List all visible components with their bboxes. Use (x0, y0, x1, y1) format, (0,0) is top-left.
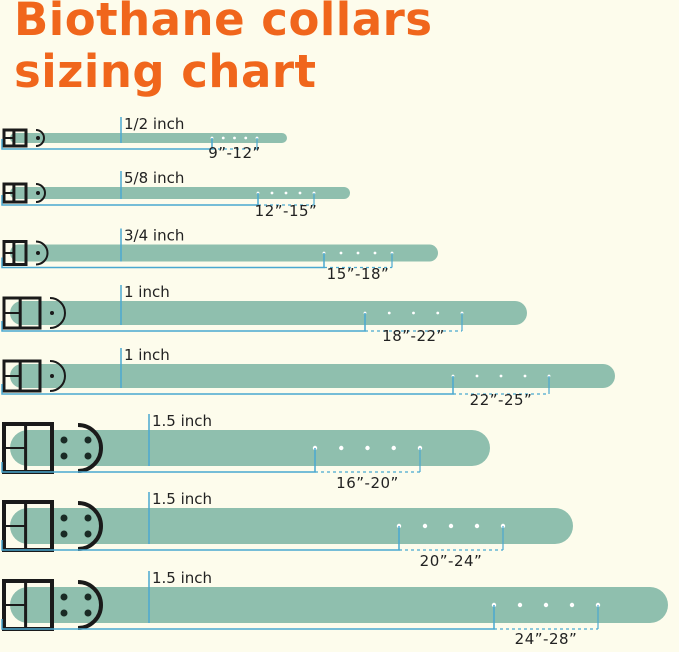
collar-hole (448, 523, 454, 529)
collar-hole (298, 191, 302, 195)
collar-row: 1.5 inch 16”-20” (1, 412, 490, 492)
d-ring-icon (49, 360, 66, 392)
d-ring-icon (35, 183, 46, 203)
collar-strap (10, 133, 287, 143)
collar-row: 1.5 inch 24”-28” (1, 569, 668, 648)
rivet-icon (84, 530, 92, 538)
title-line-1: Biothane collars (14, 0, 433, 46)
collar-hole (365, 445, 370, 451)
length-measure-line (1, 253, 325, 269)
collar-row: 1.5 inch 20”-24” (1, 490, 573, 570)
collar-row: 3/4 inch 15”-18” (1, 227, 438, 283)
collar-strap (10, 364, 615, 388)
rivet-icon (50, 311, 54, 315)
rivet-icon (60, 530, 68, 538)
collar-hole (569, 602, 575, 608)
rivet-icon (60, 514, 68, 522)
title-line-2: sizing chart (14, 45, 317, 98)
collar-width-label: 1 inch (124, 346, 170, 364)
length-measure-line (1, 526, 400, 551)
collar-hole (517, 602, 523, 608)
length-measure-line (1, 193, 259, 206)
chart-title: Biothane collars sizing chart (14, 0, 433, 98)
rivet-icon (50, 374, 54, 378)
length-measure-line (1, 313, 366, 332)
collar-range-label: 22”-25” (470, 391, 533, 409)
d-ring-icon (77, 580, 103, 630)
collar-row: 1 inch 22”-25” (1, 346, 615, 409)
rivet-icon (60, 593, 68, 601)
rivet-icon (84, 436, 92, 444)
collar-range-label: 18”-22” (382, 327, 445, 345)
collar-strap (10, 301, 527, 325)
collar-strap (10, 430, 490, 466)
collar-hole (356, 251, 360, 255)
collar-strap (10, 508, 573, 544)
collar-strap (10, 187, 350, 199)
collar-strap (10, 587, 668, 623)
collar-row: 1/2 inch 9”-12” (1, 115, 287, 162)
rivet-icon (84, 593, 92, 601)
collar-range-label: 12”-15” (255, 202, 318, 220)
rivet-icon (60, 436, 68, 444)
collar-hole (284, 191, 288, 195)
rivet-icon (36, 191, 40, 195)
collar-range-label: 9”-12” (208, 144, 261, 162)
rivet-icon (60, 609, 68, 617)
collar-hole (221, 136, 225, 140)
collar-hole (391, 445, 396, 451)
collar-strap (10, 244, 438, 262)
collar-hole (543, 602, 549, 608)
collar-hole (339, 445, 344, 451)
rivet-icon (84, 514, 92, 522)
rivet-icon (84, 452, 92, 460)
d-ring-icon (77, 423, 103, 473)
collar-hole (422, 523, 428, 529)
rivet-icon (36, 251, 40, 255)
d-ring-icon (35, 240, 49, 266)
collar-width-label: 1.5 inch (152, 490, 212, 508)
rivet-icon (84, 609, 92, 617)
length-measure-line (1, 138, 213, 150)
collar-hole (373, 251, 377, 255)
collar-hole (475, 374, 479, 378)
collar-row: 5/8 inch 12”-15” (1, 169, 350, 220)
collar-hole (436, 311, 440, 315)
collar-hole (244, 136, 248, 140)
collar-width-label: 1/2 inch (124, 115, 184, 133)
collar-hole (412, 311, 415, 315)
collar-width-label: 5/8 inch (124, 169, 184, 187)
d-ring-icon (35, 129, 45, 147)
collar-range-label: 24”-28” (515, 630, 578, 648)
rivet-icon (60, 452, 68, 460)
length-measure-line (1, 605, 495, 630)
collar-hole (270, 191, 274, 195)
collar-hole (339, 251, 343, 255)
collar-range-label: 20”-24” (420, 552, 483, 570)
collar-hole (499, 374, 503, 378)
collar-hole (523, 374, 527, 378)
collar-width-label: 1 inch (124, 283, 170, 301)
length-measure-line (1, 448, 316, 473)
length-measure-line (1, 376, 454, 395)
collar-row: 1 inch 18”-22” (1, 283, 527, 345)
d-ring-icon (49, 297, 66, 329)
collar-range-label: 15”-18” (327, 265, 390, 283)
collar-hole (387, 311, 391, 315)
collar-hole (474, 523, 480, 529)
d-ring-icon (77, 501, 103, 551)
collar-width-label: 1.5 inch (152, 412, 212, 430)
collar-width-label: 1.5 inch (152, 569, 212, 587)
collar-width-label: 3/4 inch (124, 227, 184, 245)
collar-range-label: 16”-20” (336, 474, 399, 492)
collar-hole (233, 136, 236, 140)
rivet-icon (36, 136, 40, 140)
